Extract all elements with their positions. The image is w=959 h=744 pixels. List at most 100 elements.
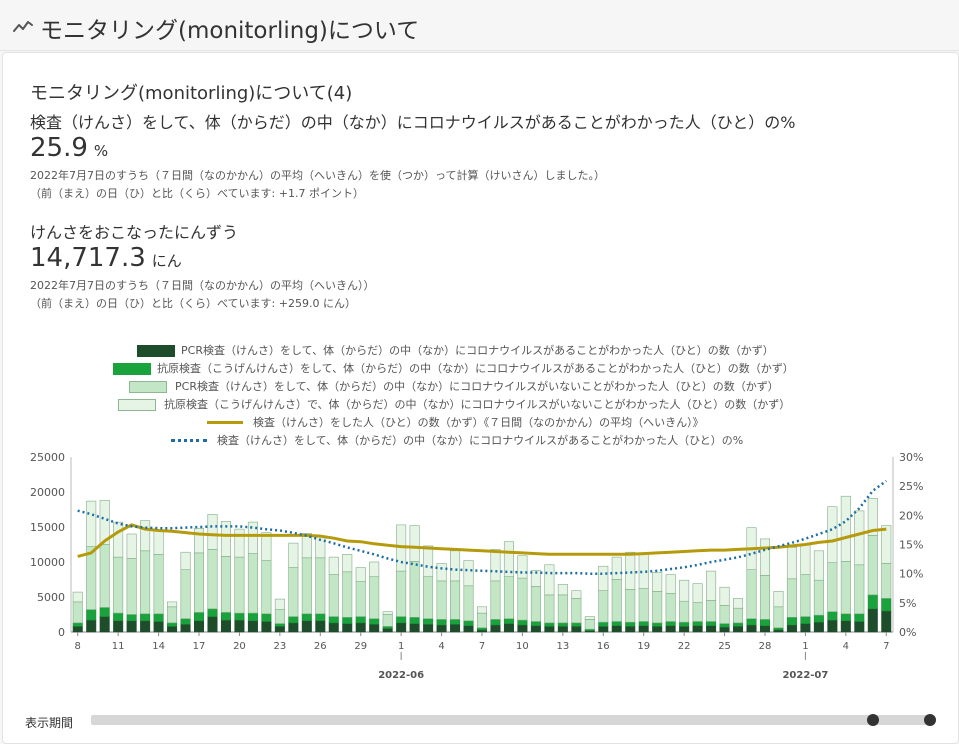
y-right-tick-label: 25% [899,480,923,493]
bar-antigen-negative [786,547,797,580]
bar-pcr-positive [261,621,272,633]
bar-pcr-positive [194,620,205,633]
period-slider-start-handle[interactable] [867,714,879,726]
bar-antigen-positive [665,621,676,626]
y-right-tick-label: 0% [899,626,916,639]
bar-pcr-positive [72,626,83,633]
bar-pcr-positive [274,626,285,633]
bar-antigen-positive [733,622,744,627]
bar-antigen-negative [328,556,339,575]
bar-antigen-negative [625,551,636,590]
bar-antigen-negative [503,541,514,577]
bar-pcr-negative [153,554,164,615]
bar-pcr-negative [813,579,824,616]
bar-pcr-positive [517,624,528,633]
bar-pcr-negative [342,571,353,618]
bar-antigen-positive [261,613,272,622]
bar-antigen-negative [773,591,784,608]
bar-antigen-positive [867,594,878,610]
bar-pcr-positive [113,620,124,633]
bar-pcr-negative [463,585,474,622]
legend-swatch [137,345,175,357]
bar-pcr-positive [706,625,717,633]
bar-pcr-positive [881,610,892,633]
bar-pcr-positive [99,616,110,633]
bar-antigen-negative [611,556,622,580]
bar-pcr-negative [733,607,744,624]
bar-antigen-negative [342,554,353,573]
bar-pcr-positive [328,622,339,633]
period-label: 表示期間 [25,716,74,730]
bar-antigen-positive [638,621,649,626]
bar-antigen-negative [867,497,878,536]
bar-antigen-negative [571,590,582,599]
y-left-tick-label: 20000 [30,486,65,499]
bar-pcr-negative [517,577,528,621]
bar-antigen-positive [719,623,730,628]
period-slider-track[interactable] [91,715,933,725]
bar-pcr-negative [234,556,245,614]
x-tick-label: 19 [637,641,650,652]
bar-pcr-negative [692,602,703,622]
bar-pcr-negative [301,557,312,615]
bar-pcr-negative [867,535,878,596]
bar-pcr-negative [746,569,757,619]
bar-antigen-negative [854,510,865,566]
bar-antigen-negative [140,520,151,552]
bar-pcr-negative [544,594,555,624]
bar-pcr-positive [719,626,730,633]
bar-pcr-positive [423,624,434,633]
bar-antigen-negative [369,561,380,577]
bar-antigen-positive [746,618,757,626]
month-label: 2022-07 [782,670,828,681]
page-header: モニタリング(monitorling)について [0,0,959,51]
bar-pcr-positive [598,626,609,633]
bar-pcr-negative [557,594,568,624]
bar-pcr-negative [167,606,178,624]
positive-rate-number: 25.9 [30,133,88,163]
bar-pcr-positive [301,620,312,633]
bar-antigen-positive [625,621,636,627]
legend-swatch [207,421,243,424]
bar-antigen-negative [584,616,595,620]
bar-antigen-negative [220,521,231,557]
y-right-tick-label: 20% [899,509,923,522]
bar-pcr-positive [315,620,326,633]
bar-antigen-positive [517,619,528,626]
bar-antigen-positive [827,611,838,621]
bar-pcr-positive [665,625,676,633]
period-slider-end-handle[interactable] [924,714,936,726]
bar-pcr-positive [450,624,461,633]
x-tick-label: 17 [193,641,206,652]
bar-antigen-positive [598,621,609,627]
bar-pcr-positive [773,629,784,633]
bar-antigen-positive [234,612,245,621]
bar-antigen-negative [409,525,420,562]
bar-antigen-positive [881,598,892,612]
bar-antigen-negative [234,528,245,558]
x-tick-label: 4 [843,641,849,652]
x-tick-label: 20 [233,641,246,652]
legend-label: 抗原検査（こうげんけんさ）をして、体（からだ）の中（なか）にコロナウイルスがある… [157,362,794,375]
bar-antigen-positive [301,613,312,622]
bar-pcr-positive [207,616,218,633]
bar-antigen-positive [207,608,218,617]
bar-pcr-negative [598,590,609,623]
positive-rate-title: 検査（けんさ）をして、体（からだ）の中（なか）にコロナウイルスがあることがわかっ… [30,113,796,132]
bar-pcr-negative [409,561,420,618]
tests-unit: にん [151,252,182,270]
bar-pcr-positive [247,620,258,633]
y-left-tick-label: 15000 [30,521,65,534]
bar-antigen-positive [773,627,784,631]
bar-pcr-positive [342,623,353,633]
bar-antigen-positive [571,622,582,627]
y-right-tick-label: 5% [899,597,916,610]
bar-antigen-positive [315,613,326,622]
legend-label: PCR検査（けんさ）をして、体（からだ）の中（なか）にコロナウイルスがいないこと… [175,380,779,393]
bar-pcr-negative [247,553,258,614]
bar-pcr-positive [813,621,824,633]
line-tests-average [77,523,887,558]
bar-pcr-negative [786,578,797,618]
bar-antigen-positive [503,618,514,624]
bar-antigen-negative [301,533,312,559]
